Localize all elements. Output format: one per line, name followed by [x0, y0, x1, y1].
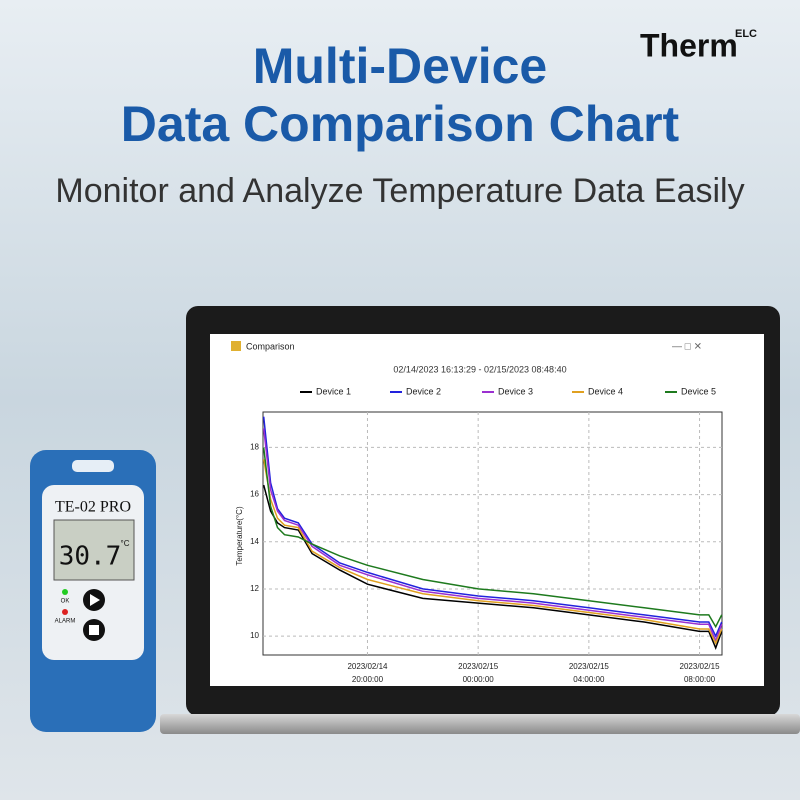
series-line: [262, 447, 723, 629]
legend-label: Device 3: [498, 386, 533, 396]
y-tick-label: 18: [250, 442, 259, 451]
logger-unit: °C: [121, 539, 130, 548]
logger-reading: 30.7: [59, 542, 122, 572]
x-tick-label: 2023/02/15 08:00:00: [680, 662, 721, 684]
window-title: Comparison: [246, 341, 295, 351]
ok-label: OK: [61, 599, 70, 605]
logo: Therm: [640, 27, 738, 63]
chart-title: 02/14/2023 16:13:29 - 02/15/2023 08:48:4…: [393, 364, 566, 374]
x-tick-label: 2023/02/15 00:00:00: [458, 662, 499, 684]
alarm-label: ALARM: [55, 619, 76, 625]
plot-frame: [262, 411, 723, 656]
x-tick-label: 2023/02/14 20:00:00: [347, 662, 388, 684]
x-tick-label: 2023/02/15 04:00:00: [569, 662, 610, 684]
logger-lcd: [53, 519, 135, 581]
legend-label: Device 1: [316, 386, 351, 396]
subtitle: Monitor and Analyze Temperature Data Eas…: [55, 172, 744, 210]
logo-sup: ELC: [735, 28, 757, 40]
logger-slot: [72, 460, 114, 472]
window-controls: — □ ✕: [672, 342, 702, 353]
y-tick-label: 14: [250, 537, 259, 546]
y-tick-label: 10: [250, 631, 259, 640]
laptop-base: [160, 714, 800, 734]
y-axis-label: Temperature(°C): [235, 506, 244, 566]
y-tick-label: 16: [250, 490, 259, 499]
series-line: [262, 459, 723, 646]
series-line: [262, 416, 723, 638]
legend-label: Device 2: [406, 386, 441, 396]
ok-led: [62, 589, 68, 595]
series-line: [262, 428, 723, 643]
title: Data Comparison Chart: [121, 96, 680, 152]
legend-label: Device 5: [681, 386, 716, 396]
stop-icon: [89, 625, 99, 635]
legend-label: Device 4: [588, 386, 623, 396]
series-line: [262, 484, 723, 650]
alarm-led: [62, 609, 68, 615]
logger-model: TE-02 PRO: [55, 499, 131, 516]
play-icon: [90, 594, 100, 606]
chart: 02/14/2023 16:13:29 - 02/15/2023 08:48:4…: [235, 364, 723, 684]
y-tick-label: 12: [250, 584, 259, 593]
window-icon: [231, 341, 241, 351]
title: Multi-Device: [253, 38, 548, 94]
